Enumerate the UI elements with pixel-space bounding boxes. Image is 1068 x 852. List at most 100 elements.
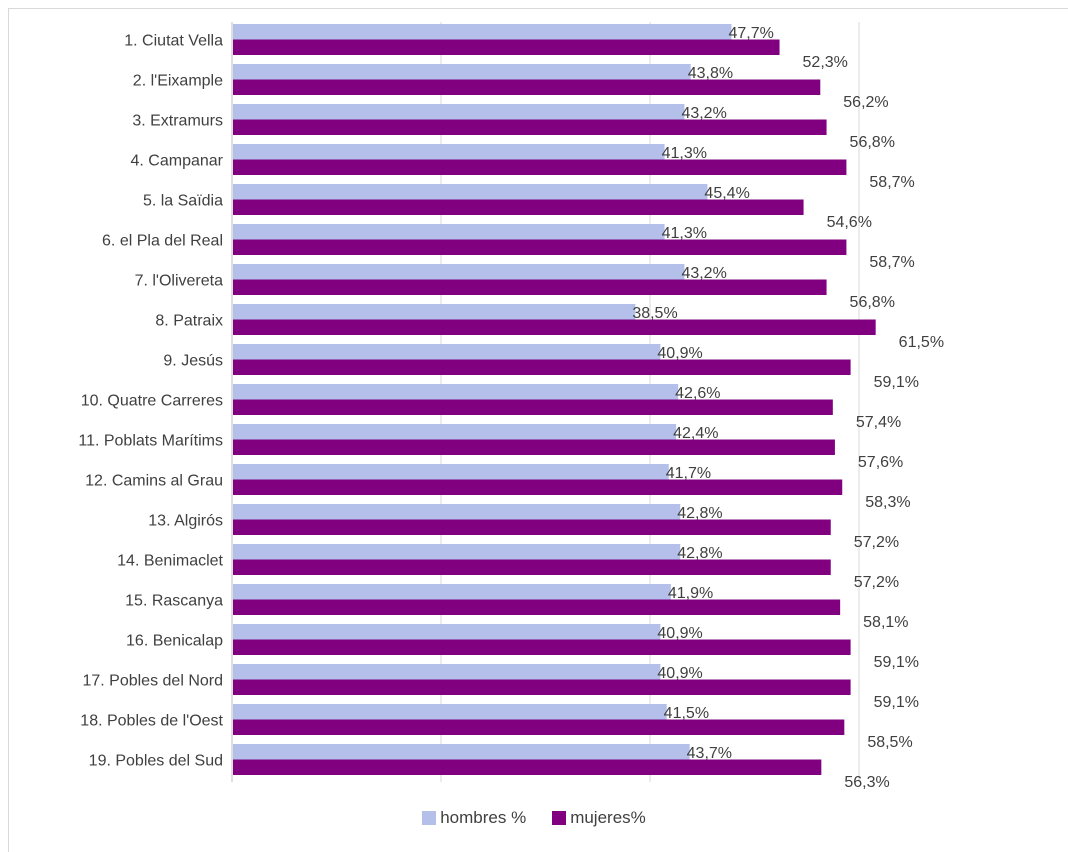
data-label-hombres: 43,7%	[687, 745, 732, 762]
legend-swatch-hombres	[422, 811, 437, 825]
bar-mujeres	[233, 359, 851, 375]
data-label-hombres: 40,9%	[657, 665, 702, 682]
bar-mujeres	[233, 639, 851, 655]
bar-mujeres	[233, 679, 851, 695]
data-label-hombres: 41,3%	[662, 225, 707, 242]
bar-hombres	[233, 664, 661, 680]
category-label: 1. Ciutat Vella	[124, 33, 223, 50]
data-label-hombres: 43,2%	[681, 265, 726, 282]
bar-hombres	[233, 304, 636, 320]
data-label-hombres: 41,7%	[666, 465, 711, 482]
data-label-mujeres: 59,1%	[874, 694, 919, 711]
bar-mujeres	[233, 719, 845, 735]
data-label-hombres: 45,4%	[704, 185, 749, 202]
data-label-mujeres: 58,3%	[865, 494, 910, 511]
bar-mujeres	[233, 319, 876, 335]
bar-mujeres	[233, 279, 827, 295]
bar-mujeres	[233, 599, 841, 615]
data-label-mujeres: 58,7%	[869, 174, 914, 191]
bar-mujeres	[233, 39, 780, 55]
data-label-mujeres: 61,5%	[899, 334, 944, 351]
bar-mujeres	[233, 239, 847, 255]
legend: hombres % mujeres%	[0, 808, 1068, 828]
bar-hombres	[233, 384, 679, 400]
bar-hombres	[233, 344, 661, 360]
category-label: 7. l'Olivereta	[135, 273, 224, 290]
legend-item-mujeres: mujeres%	[552, 808, 646, 828]
legend-swatch-mujeres	[552, 811, 567, 825]
bar-hombres	[233, 64, 691, 80]
data-label-mujeres: 54,6%	[827, 214, 872, 231]
data-label-hombres: 40,9%	[657, 345, 702, 362]
bar-mujeres	[233, 119, 827, 135]
data-label-hombres: 42,8%	[677, 545, 722, 562]
data-label-mujeres: 59,1%	[874, 654, 919, 671]
data-label-hombres: 41,9%	[668, 585, 713, 602]
data-label-hombres: 43,8%	[688, 65, 733, 82]
category-label: 5. la Saïdia	[143, 193, 223, 210]
bar-mujeres	[233, 159, 847, 175]
data-label-hombres: 42,8%	[677, 505, 722, 522]
data-label-mujeres: 57,2%	[854, 534, 899, 551]
data-label-hombres: 43,2%	[681, 105, 726, 122]
legend-label-mujeres: mujeres%	[570, 808, 646, 827]
data-label-mujeres: 56,8%	[850, 294, 895, 311]
category-label: 2. l'Eixample	[133, 73, 223, 90]
bar-hombres	[233, 544, 681, 560]
bar-hombres	[233, 704, 667, 720]
data-label-hombres: 41,3%	[662, 145, 707, 162]
bar-mujeres	[233, 439, 835, 455]
category-label: 10. Quatre Carreres	[81, 393, 223, 410]
bar-mujeres	[233, 759, 822, 775]
data-label-mujeres: 52,3%	[803, 54, 848, 71]
bar-chart: 1. Ciutat Vella 47,7% 52,3% 2. l'Eixample 43…	[78, 22, 944, 791]
data-label-hombres: 40,9%	[657, 625, 702, 642]
data-label-hombres: 41,5%	[664, 705, 709, 722]
category-label: 15. Rascanya	[125, 593, 223, 610]
bar-mujeres	[233, 519, 831, 535]
data-label-mujeres: 58,7%	[869, 254, 914, 271]
bar-hombres	[233, 144, 665, 160]
category-label: 6. el Pla del Real	[102, 233, 223, 250]
data-label-mujeres: 56,8%	[850, 134, 895, 151]
legend-item-hombres: hombres %	[422, 808, 526, 828]
category-label: 14. Benimaclet	[117, 553, 223, 570]
bar-hombres	[233, 104, 685, 120]
bar-hombres	[233, 264, 685, 280]
bar-mujeres	[233, 79, 821, 95]
bar-hombres	[233, 184, 708, 200]
data-label-mujeres: 58,5%	[867, 734, 912, 751]
data-label-hombres: 47,7%	[728, 25, 773, 42]
category-label: 17. Pobles del Nord	[82, 673, 223, 690]
data-label-mujeres: 59,1%	[874, 374, 919, 391]
category-label: 16. Benicalap	[126, 633, 223, 650]
data-label-mujeres: 57,6%	[858, 454, 903, 471]
bar-hombres	[233, 464, 669, 480]
data-label-hombres: 42,4%	[673, 425, 718, 442]
data-label-mujeres: 56,3%	[844, 774, 889, 791]
bar-hombres	[233, 424, 677, 440]
bar-hombres	[233, 504, 681, 520]
category-label: 18. Pobles de l'Oest	[80, 713, 223, 730]
bar-hombres	[233, 24, 732, 40]
bar-mujeres	[233, 199, 804, 215]
data-label-hombres: 38,5%	[632, 305, 677, 322]
bar-hombres	[233, 744, 690, 760]
bar-mujeres	[233, 479, 843, 495]
bar-mujeres	[233, 399, 833, 415]
legend-label-hombres: hombres %	[440, 808, 527, 827]
bar-hombres	[233, 224, 665, 240]
category-label: 13. Algirós	[148, 513, 223, 530]
chart-frame	[8, 8, 1068, 852]
bar-hombres	[233, 624, 661, 640]
category-label: 4. Campanar	[131, 153, 224, 170]
category-label: 8. Patraix	[155, 313, 223, 330]
data-label-mujeres: 57,4%	[856, 414, 901, 431]
category-label: 9. Jesús	[163, 353, 223, 370]
bar-mujeres	[233, 559, 831, 575]
category-label: 3. Extramurs	[132, 113, 223, 130]
data-label-hombres: 42,6%	[675, 385, 720, 402]
bar-hombres	[233, 584, 671, 600]
data-label-mujeres: 57,2%	[854, 574, 899, 591]
category-label: 11. Poblats Marítims	[78, 433, 223, 450]
